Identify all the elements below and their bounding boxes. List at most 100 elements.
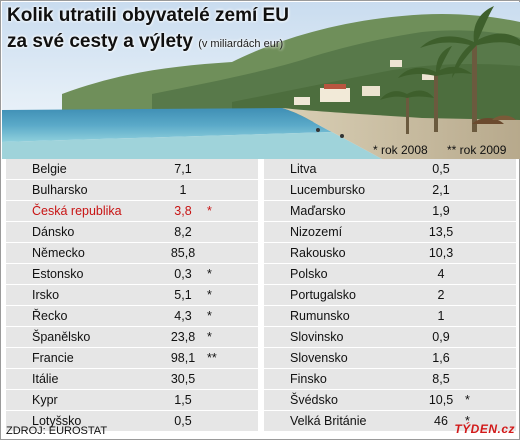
country-value: 13,5 bbox=[428, 225, 454, 239]
table-row: Švédsko 10,5 * bbox=[264, 390, 516, 410]
table-row: Dánsko 8,2 bbox=[6, 222, 258, 242]
title-line-1: Kolik utratili obyvatelé zemí EU bbox=[7, 5, 289, 26]
country-value: 46 bbox=[434, 414, 448, 428]
country-value: 1,6 bbox=[432, 351, 450, 365]
table-row: Velká Británie 46 * bbox=[264, 411, 516, 431]
country-value: 4 bbox=[437, 267, 445, 281]
country-value: 2 bbox=[437, 288, 445, 302]
table-row: Nizozemí 13,5 bbox=[264, 222, 516, 242]
country-name: Kypr bbox=[32, 393, 58, 407]
country-name: Švédsko bbox=[290, 393, 338, 407]
year-marker: * bbox=[207, 330, 212, 344]
beach-photo bbox=[2, 2, 520, 159]
table-row: Irsko 5,1 * bbox=[6, 285, 258, 305]
country-name: Bulharsko bbox=[32, 183, 88, 197]
table-row: Rakousko 10,3 bbox=[264, 243, 516, 263]
country-value: 1 bbox=[437, 309, 445, 323]
country-value: 1,5 bbox=[174, 393, 192, 407]
table-row: Polsko 4 bbox=[264, 264, 516, 284]
year-marker: * bbox=[207, 267, 212, 281]
beach-illustration bbox=[2, 2, 520, 159]
country-name: Portugalsko bbox=[290, 288, 357, 302]
table-row: Česká republika 3,8 * bbox=[6, 201, 258, 221]
table-row: Litva 0,5 bbox=[264, 159, 516, 179]
country-name: Finsko bbox=[290, 372, 327, 386]
country-value: 4,3 bbox=[174, 309, 192, 323]
year-marker: * bbox=[207, 309, 212, 323]
country-name: Slovensko bbox=[290, 351, 348, 365]
table-row: Lucembursko 2,1 bbox=[264, 180, 516, 200]
country-name: Lucembursko bbox=[290, 183, 366, 197]
country-name: Řecko bbox=[32, 309, 68, 323]
country-name: Polsko bbox=[290, 267, 328, 281]
country-name: Belgie bbox=[32, 162, 67, 176]
title-unit: (v miliardách eur) bbox=[198, 38, 284, 50]
country-name: Estonsko bbox=[32, 267, 84, 281]
country-value: 10,5 bbox=[428, 393, 454, 407]
title-line-2-text: za své cesty a výlety bbox=[7, 31, 193, 52]
table-row: Bulharsko 1 bbox=[6, 180, 258, 200]
chart-title: Kolik utratili obyvatelé zemí EU za své … bbox=[7, 3, 289, 57]
country-value: 0,5 bbox=[174, 414, 192, 428]
table-row: Maďarsko 1,9 bbox=[264, 201, 516, 221]
country-value: 10,3 bbox=[428, 246, 454, 260]
table-row: Francie 98,1 ** bbox=[6, 348, 258, 368]
tyden-logo: TÝDEN.cz bbox=[454, 422, 515, 436]
source-label: ZDROJ: EUROSTAT bbox=[6, 425, 108, 437]
table-row: Rumunsko 1 bbox=[264, 306, 516, 326]
country-name: Velká Británie bbox=[290, 414, 367, 428]
country-value: 0,5 bbox=[432, 162, 450, 176]
table-row: Lotyšsko 0,5 bbox=[6, 411, 258, 431]
country-name: Nizozemí bbox=[290, 225, 343, 239]
country-value: 8,2 bbox=[174, 225, 192, 239]
country-value: 23,8 bbox=[170, 330, 196, 344]
table-row: Itálie 30,5 bbox=[6, 369, 258, 389]
country-value: 85,8 bbox=[170, 246, 196, 260]
table-column-right: Litva 0,5 Lucembursko 2,1 Maďarsko 1,9 Nizozem… bbox=[264, 159, 516, 432]
country-name: Maďarsko bbox=[290, 204, 346, 218]
country-value: 5,1 bbox=[174, 288, 192, 302]
country-name: Litva bbox=[290, 162, 317, 176]
table-row: Portugalsko 2 bbox=[264, 285, 516, 305]
footnote-2009: ** rok 2009 bbox=[447, 143, 507, 157]
country-name: Itálie bbox=[32, 372, 59, 386]
footnote-2008: * rok 2008 bbox=[373, 143, 428, 157]
country-name: Rumunsko bbox=[290, 309, 350, 323]
country-value: 1 bbox=[179, 183, 187, 197]
table-row: Řecko 4,3 * bbox=[6, 306, 258, 326]
country-value: 8,5 bbox=[432, 372, 450, 386]
country-name: Česká republika bbox=[32, 204, 122, 218]
table-row: Německo 85,8 bbox=[6, 243, 258, 263]
country-name: Španělsko bbox=[32, 330, 91, 344]
table-row: Estonsko 0,3 * bbox=[6, 264, 258, 284]
country-name: Německo bbox=[32, 246, 85, 260]
table-row: Slovensko 1,6 bbox=[264, 348, 516, 368]
country-name: Dánsko bbox=[32, 225, 75, 239]
table-row: Španělsko 23,8 * bbox=[6, 327, 258, 347]
country-value: 2,1 bbox=[432, 183, 450, 197]
table-row: Finsko 8,5 bbox=[264, 369, 516, 389]
table-row: Kypr 1,5 bbox=[6, 390, 258, 410]
table-column-left: Belgie 7,1 Bulharsko 1 Česká republika 3,8 * Dá… bbox=[6, 159, 258, 432]
country-value: 30,5 bbox=[170, 372, 196, 386]
year-marker: * bbox=[465, 393, 470, 407]
country-value: 3,8 bbox=[174, 204, 192, 218]
year-marker: * bbox=[207, 204, 212, 218]
table-row: Slovinsko 0,9 bbox=[264, 327, 516, 347]
country-value: 0,3 bbox=[174, 267, 192, 281]
title-line-2: za své cesty a výlety (v miliardách eur) bbox=[7, 29, 289, 57]
country-value: 7,1 bbox=[174, 162, 192, 176]
country-name: Slovinsko bbox=[290, 330, 344, 344]
table-row: Belgie 7,1 bbox=[6, 159, 258, 179]
country-name: Lotyšsko bbox=[32, 414, 82, 428]
country-value: 1,9 bbox=[432, 204, 450, 218]
country-value: 98,1 bbox=[170, 351, 196, 365]
year-marker: * bbox=[465, 414, 470, 428]
year-marker: * bbox=[207, 288, 212, 302]
country-name: Francie bbox=[32, 351, 74, 365]
country-name: Irsko bbox=[32, 288, 60, 302]
country-name: Rakousko bbox=[290, 246, 346, 260]
country-value: 0,9 bbox=[432, 330, 450, 344]
year-marker: ** bbox=[207, 351, 217, 365]
